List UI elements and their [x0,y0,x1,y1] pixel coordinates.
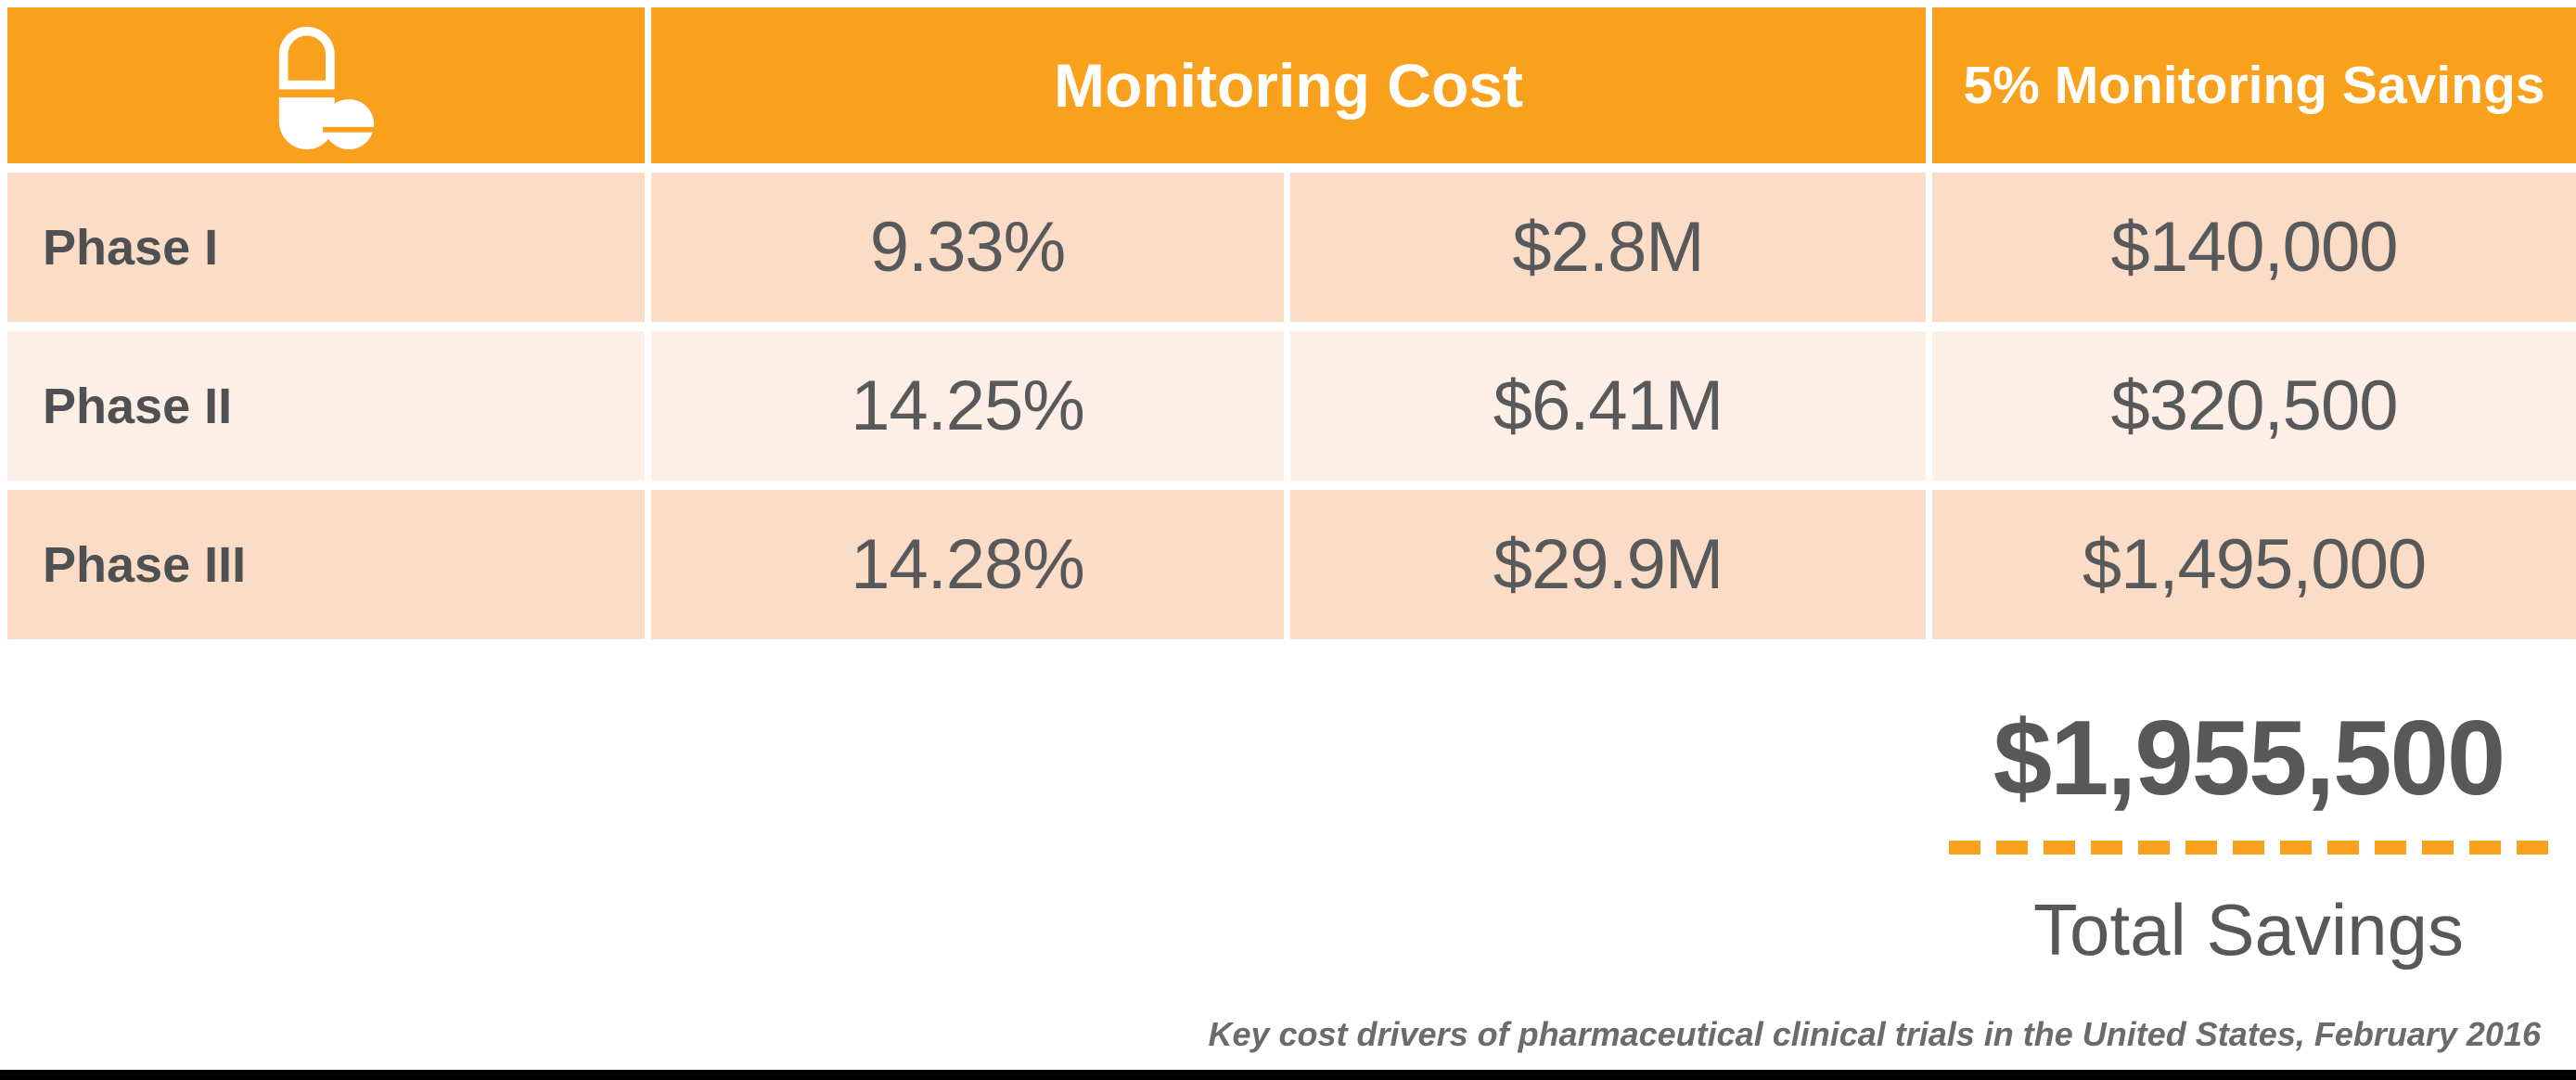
cost-table: Monitoring Cost 5% Monitoring Savings Ph… [7,7,2576,639]
bottom-bar [0,1070,2576,1080]
row-phase-2-label: Phase II [7,331,645,481]
dashed-divider [1949,840,2548,855]
total-savings-block: $1,955,500 Total Savings [1939,703,2558,972]
row-phase-1-savings: $140,000 [1932,173,2576,322]
row-phase-2-monitoring-cost: $6.41M [1290,331,1926,481]
table-header-monitoring-cost: Monitoring Cost [651,7,1926,163]
total-savings-label: Total Savings [2033,888,2464,971]
row-phase-1-label: Phase I [7,173,645,322]
source-footnote: Key cost drivers of pharmaceutical clini… [1208,1015,2541,1053]
row-phase-2-savings: $320,500 [1932,331,2576,481]
row-phase-2-monitoring-pct: 14.25% [651,331,1284,481]
total-savings-amount: $1,955,500 [1993,700,2506,817]
row-phase-1-monitoring-cost: $2.8M [1290,173,1926,322]
table-header-savings: 5% Monitoring Savings [1932,7,2576,163]
row-phase-1-monitoring-pct: 9.33% [651,173,1284,322]
row-phase-3-monitoring-pct: 14.28% [651,490,1284,639]
row-phase-3-monitoring-cost: $29.9M [1290,490,1926,639]
table-header-icon-cell [7,7,645,163]
row-phase-3-savings: $1,495,000 [1932,490,2576,639]
pill-capsule-icon [278,26,375,149]
row-phase-3-label: Phase III [7,490,645,639]
